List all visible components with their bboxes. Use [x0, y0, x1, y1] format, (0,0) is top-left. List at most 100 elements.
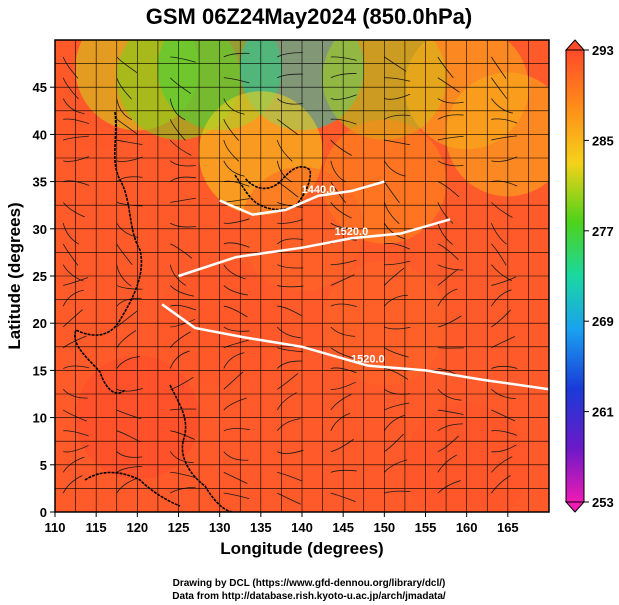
streamline	[277, 492, 301, 505]
streamline	[63, 409, 87, 422]
streamline	[330, 393, 352, 411]
streamline	[384, 56, 407, 72]
streamline	[277, 285, 304, 288]
y-tick-label: 20	[33, 316, 47, 331]
contour-line	[161, 303, 549, 391]
streamline	[384, 114, 411, 120]
streamline	[330, 73, 357, 79]
streamline	[491, 456, 513, 473]
streamline	[330, 222, 357, 229]
colorbar-tick-label: 261	[592, 405, 614, 420]
streamline	[223, 242, 250, 248]
y-tick-label: 25	[33, 269, 47, 284]
streamline	[116, 451, 143, 458]
colorbar-tick-label: 253	[592, 495, 614, 510]
streamline	[491, 388, 516, 399]
colorbar-gradient	[565, 49, 585, 503]
streamline	[116, 98, 133, 121]
streamline	[277, 73, 304, 79]
streamline	[330, 492, 356, 502]
streamline	[170, 430, 195, 440]
streamline	[491, 444, 517, 453]
contour-label: 1520.0	[351, 354, 385, 366]
streamline	[116, 285, 143, 290]
streamline	[437, 114, 464, 120]
streamline	[491, 309, 512, 328]
streamline	[277, 471, 303, 482]
chart-title: GSM 06Z24May2024 (850.0hPa)	[146, 4, 473, 29]
streamline	[170, 56, 196, 63]
streamline	[223, 326, 250, 332]
streamline	[491, 135, 518, 141]
streamline	[277, 219, 304, 224]
y-tick-label: 40	[33, 127, 47, 142]
streamline	[491, 264, 513, 282]
x-tick-label: 140	[291, 520, 313, 535]
streamline	[276, 160, 293, 183]
streamline	[384, 294, 408, 307]
streamline	[491, 289, 512, 307]
streamline	[383, 222, 406, 240]
x-tick-label: 115	[86, 520, 107, 535]
streamline	[63, 277, 89, 286]
streamline	[223, 119, 240, 141]
streamline	[384, 402, 410, 411]
x-axis-ticks: 110 115 120 125 130 135 140 145 150 155 160 165	[45, 512, 519, 535]
y-tick-label: 30	[33, 222, 47, 237]
streamline	[169, 98, 186, 121]
streamline	[330, 181, 347, 204]
streamline	[384, 368, 409, 380]
streamline	[330, 94, 357, 100]
streamline	[116, 388, 143, 392]
streamline	[116, 477, 139, 494]
y-tick-label: 15	[33, 363, 47, 378]
x-tick-label: 125	[168, 520, 190, 535]
streamline	[276, 418, 301, 432]
streamline	[170, 318, 196, 328]
streamline	[277, 347, 304, 353]
streamline	[330, 160, 347, 183]
streamline	[116, 139, 143, 145]
streamline	[437, 480, 461, 494]
streamline	[491, 56, 507, 79]
streamline	[277, 118, 299, 136]
streamline	[330, 412, 351, 431]
streamline	[437, 56, 454, 79]
streamline	[330, 469, 357, 473]
height-contours: 1440.0 1520.0 1520.0	[161, 180, 549, 391]
streamline	[62, 389, 88, 399]
streamline	[116, 222, 139, 238]
colorbar-tick-label: 293	[592, 43, 614, 58]
streamline	[277, 52, 303, 58]
streamline	[330, 202, 352, 219]
streamline	[116, 409, 142, 420]
streamline	[169, 331, 191, 348]
y-tick-label: 5	[40, 458, 47, 473]
streamline	[384, 433, 404, 452]
streamline	[223, 352, 245, 369]
contour-line	[178, 218, 451, 278]
temperature-shading	[55, 40, 549, 512]
colorbar: 293 285 277 269 261 253	[564, 39, 614, 513]
streamline	[62, 475, 83, 494]
streamline	[490, 222, 507, 245]
y-tick-label: 35	[33, 175, 47, 190]
streamline	[223, 98, 245, 115]
contour-line	[219, 180, 385, 216]
streamline	[62, 223, 79, 245]
streamline	[437, 435, 459, 452]
streamline	[63, 118, 89, 125]
streamline	[383, 202, 400, 224]
streamline	[62, 309, 83, 328]
streamline	[223, 492, 250, 500]
streamline	[170, 304, 197, 311]
streamline	[62, 98, 85, 115]
streamline	[384, 347, 409, 358]
streamline	[223, 264, 246, 280]
streamline	[491, 409, 516, 422]
streamline	[384, 260, 411, 266]
streamline	[63, 430, 89, 437]
streamline	[437, 423, 463, 432]
streamline	[437, 409, 464, 415]
streamline	[437, 160, 464, 167]
